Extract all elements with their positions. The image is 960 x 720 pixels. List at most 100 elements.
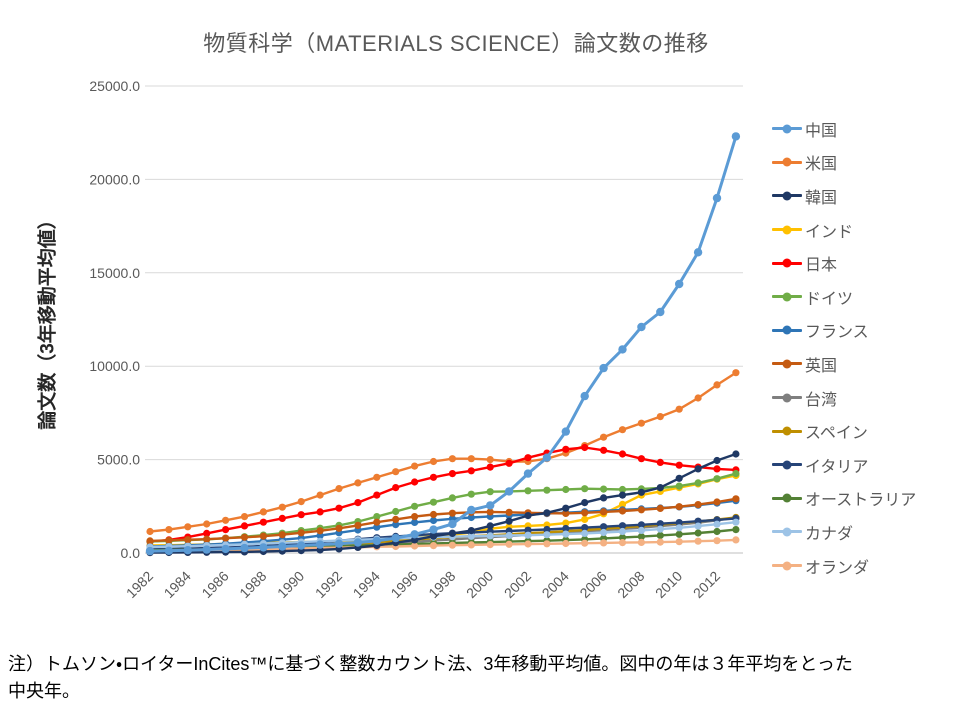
data-point-canada (618, 527, 627, 536)
data-point-japan (354, 499, 362, 507)
data-point-germany (373, 513, 381, 521)
data-point-germany (448, 494, 456, 502)
data-point-italy (524, 526, 532, 534)
data-point-china (145, 546, 155, 556)
x-tick-label: 1990 (274, 568, 307, 601)
data-point-germany (694, 479, 702, 487)
data-point-italy (656, 520, 664, 528)
data-point-germany (713, 475, 721, 483)
data-point-uk (297, 529, 305, 537)
legend-label: オーストラリア (805, 492, 917, 510)
x-tick-label: 2006 (576, 568, 609, 601)
data-point-uk (618, 507, 627, 515)
data-point-netherlands (486, 541, 494, 549)
data-point-japan (240, 522, 249, 530)
data-point-china (410, 530, 419, 539)
x-tick-label: 2002 (501, 568, 534, 601)
data-point-italy (543, 525, 551, 534)
footnote-line2: 中央年。 (8, 681, 80, 701)
data-point-china (523, 469, 533, 478)
data-point-canada (505, 531, 513, 540)
data-point-canada (600, 528, 608, 537)
data-point-germany (732, 470, 740, 478)
data-point-australia (694, 529, 702, 537)
legend-marker-icon (772, 426, 802, 436)
data-point-uk (486, 508, 494, 516)
data-point-australia (637, 533, 646, 541)
x-tick-label: 1984 (161, 568, 194, 601)
data-point-china (278, 542, 287, 551)
data-point-netherlands (656, 538, 664, 546)
legend-marker-icon (772, 225, 802, 235)
data-point-china (240, 543, 249, 553)
data-point-china (561, 427, 570, 436)
data-point-uk (694, 501, 702, 509)
data-point-usa (694, 394, 702, 402)
data-point-uk (411, 513, 419, 521)
data-point-australia (713, 527, 721, 536)
data-point-uk (637, 506, 646, 514)
data-point-italy (562, 524, 570, 533)
data-point-canada (713, 520, 721, 528)
line-chart-plot-area: 0.0 5000.0 10000.0 15000.0 20000.0 25000.0 198… (89, 78, 743, 601)
data-point-netherlands (675, 538, 683, 546)
data-point-italy (637, 521, 646, 529)
data-point-usa (184, 523, 192, 531)
data-point-usa (297, 498, 305, 506)
data-point-canada (656, 525, 664, 533)
legend-marker-icon (772, 359, 802, 369)
legend-item-taiwan: 台湾 (772, 381, 916, 415)
data-point-usa (637, 419, 646, 427)
data-point-netherlands (467, 541, 475, 549)
data-point-usa (259, 508, 267, 516)
data-point-usa (373, 473, 381, 481)
data-point-germany (392, 507, 400, 516)
data-point-china (637, 322, 646, 332)
data-point-canada (581, 529, 589, 538)
data-point-china (731, 132, 741, 141)
data-point-france (392, 521, 400, 529)
legend-item-usa: 米国 (772, 146, 916, 180)
data-point-usa (429, 457, 438, 466)
data-point-japan (373, 491, 381, 499)
data-point-japan (259, 518, 267, 526)
data-point-japan (335, 504, 343, 512)
data-point-japan (600, 446, 608, 454)
data-point-usa (278, 503, 286, 511)
data-point-australia (618, 533, 627, 542)
data-point-japan (429, 473, 438, 481)
data-point-japan (656, 458, 664, 466)
legend-item-japan: 日本 (772, 246, 916, 280)
data-point-italy (675, 519, 683, 527)
x-tick-label: 1992 (312, 568, 345, 601)
data-point-korea (448, 529, 456, 538)
data-point-canada (637, 526, 646, 535)
footnote: 注）トムソン・ロイターInCites™に基づく整数カウント法、3年移動平均値。図… (8, 651, 942, 705)
data-point-netherlands (713, 537, 721, 545)
data-point-usa (618, 426, 627, 434)
data-point-korea (505, 517, 513, 525)
y-tick-label: 10000.0 (89, 358, 140, 374)
legend-item-italy: イタリア (772, 448, 916, 482)
x-tick-label: 2010 (652, 568, 685, 601)
data-point-netherlands (581, 539, 589, 547)
data-point-australia (656, 531, 664, 540)
data-point-netherlands (411, 542, 419, 550)
data-point-germany (581, 485, 589, 493)
data-point-china (599, 363, 608, 373)
data-point-germany (618, 485, 627, 494)
data-point-uk (373, 518, 381, 526)
legend-marker-icon (772, 460, 802, 470)
data-point-canada (562, 530, 570, 538)
data-point-germany (411, 502, 419, 510)
data-point-china (429, 525, 438, 534)
legend-label: フランス (805, 324, 869, 342)
legend-item-spain: スペイン (772, 414, 916, 448)
data-point-uk (562, 509, 570, 517)
data-point-canada (543, 531, 551, 539)
data-point-usa (316, 491, 324, 499)
data-point-netherlands (694, 537, 702, 545)
data-point-uk (146, 537, 154, 545)
x-tick-label: 2004 (539, 568, 572, 601)
data-point-korea (581, 499, 589, 507)
